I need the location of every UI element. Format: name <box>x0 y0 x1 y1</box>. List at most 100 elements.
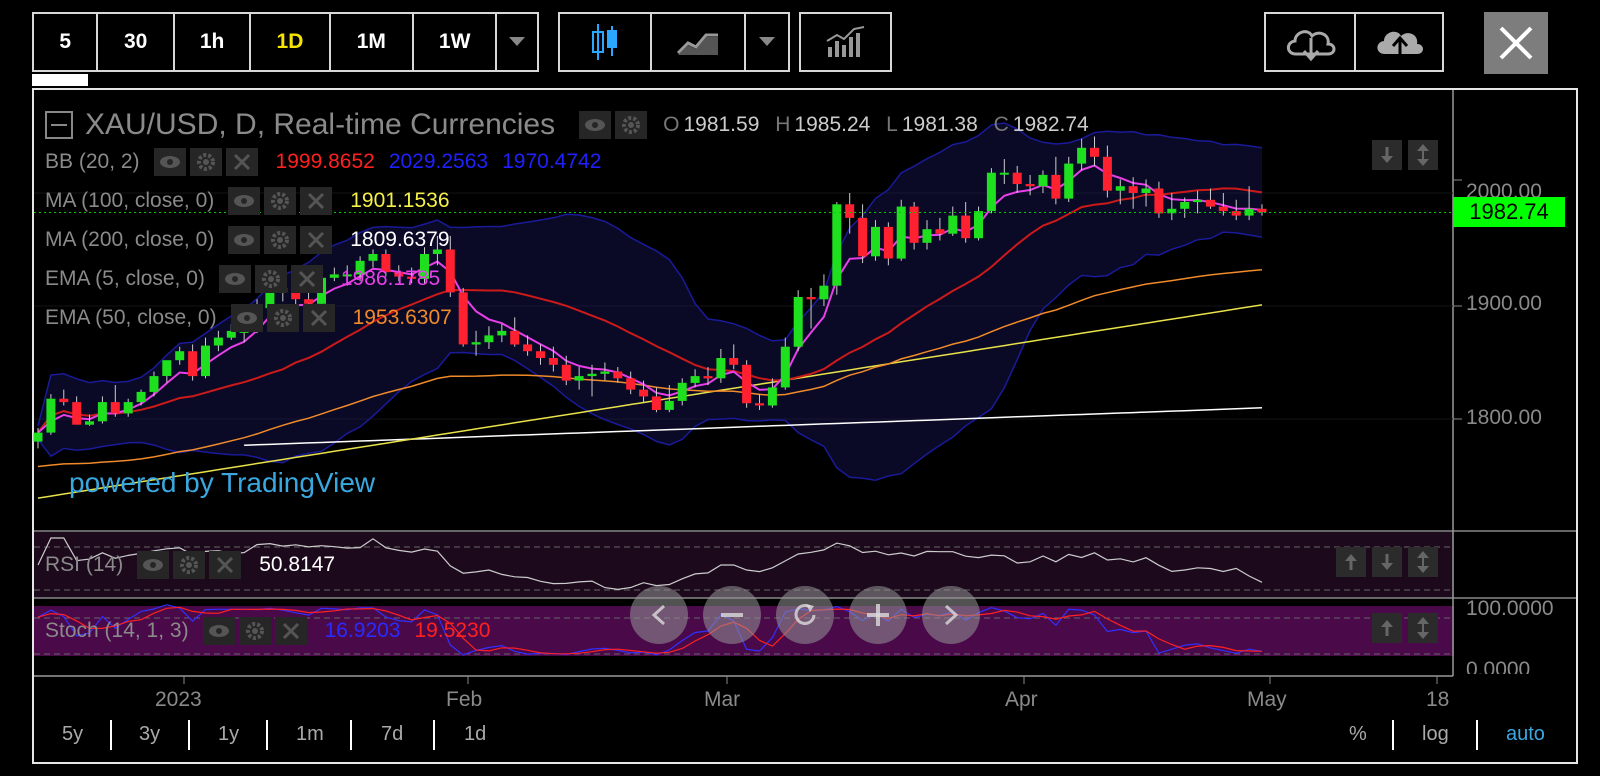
close-icon[interactable] <box>209 551 242 579</box>
candle-body <box>587 373 597 377</box>
interval-1w[interactable]: 1W <box>414 14 498 70</box>
eye-icon[interactable] <box>228 226 261 254</box>
stoch-k-value: 16.9203 <box>324 619 401 642</box>
save-chart-button[interactable] <box>1356 14 1442 70</box>
candle-body <box>291 292 301 300</box>
percent-scale-toggle[interactable]: % <box>1349 723 1367 745</box>
chevron-down-icon <box>759 37 775 46</box>
line-chart-button[interactable] <box>652 14 746 70</box>
candle-body <box>999 172 1009 175</box>
zoom-out-button[interactable] <box>703 586 761 644</box>
interval-dropdown[interactable] <box>497 14 537 70</box>
maximize-pane-button[interactable] <box>1408 613 1438 643</box>
candle-body <box>677 382 687 401</box>
scroll-right-button[interactable] <box>922 586 980 644</box>
scroll-left-button[interactable] <box>630 586 688 644</box>
gear-icon[interactable] <box>264 226 297 254</box>
time-axis-label: 2023 <box>155 688 202 711</box>
refresh-icon <box>794 604 816 625</box>
candle-body <box>922 229 932 243</box>
watermark: powered by TradingView <box>69 467 376 498</box>
close-icon[interactable] <box>300 187 333 215</box>
gear-icon[interactable] <box>254 265 287 293</box>
time-axis-label: Mar <box>704 688 741 711</box>
candle-body <box>1141 188 1151 193</box>
interval-1m[interactable]: 1M <box>331 14 414 70</box>
arrow-up-icon <box>1345 554 1357 570</box>
indicator-value: 2029.2563 <box>388 150 489 173</box>
close-icon[interactable] <box>290 265 323 293</box>
bb-basis-line <box>37 187 1263 434</box>
candle-body <box>1193 199 1203 203</box>
bollinger-band-fill <box>38 123 1262 481</box>
candles-button[interactable] <box>560 14 652 70</box>
close-button[interactable] <box>1484 12 1548 74</box>
range-1y[interactable]: 1y <box>218 723 240 745</box>
eye-icon[interactable] <box>137 551 170 579</box>
maximize-pane-button[interactable] <box>1408 140 1438 170</box>
interval-30[interactable]: 30 <box>98 14 175 70</box>
eye-icon[interactable] <box>228 187 261 215</box>
range-5y[interactable]: 5y <box>62 723 84 745</box>
divider <box>188 720 190 750</box>
gear-icon[interactable] <box>189 148 222 176</box>
indicators-button[interactable] <box>801 14 890 70</box>
move-pane-down-button[interactable] <box>1372 547 1402 577</box>
indicators-icon <box>825 26 864 57</box>
close-icon[interactable] <box>274 617 307 645</box>
candle-body <box>793 297 803 347</box>
candle-body <box>626 378 636 390</box>
move-pane-down-button[interactable] <box>1372 140 1402 170</box>
minus-icon <box>721 613 743 617</box>
eye-icon[interactable] <box>230 304 263 332</box>
interval-1h[interactable]: 1h <box>175 14 252 70</box>
close-icon <box>1499 26 1533 60</box>
indicator-name: BB (20, 2) <box>45 150 140 173</box>
load-chart-button[interactable] <box>1266 14 1356 70</box>
eye-icon[interactable] <box>579 111 612 139</box>
bb-lower-line <box>37 231 1263 481</box>
toolbar-collapse-handle[interactable] <box>32 74 88 86</box>
auto-scale-toggle[interactable]: auto <box>1506 723 1545 745</box>
range-3y[interactable]: 3y <box>139 723 161 745</box>
candle-body <box>690 376 700 383</box>
gear-icon[interactable] <box>615 111 648 139</box>
expand-vertical-icon <box>1417 551 1429 573</box>
gear-icon[interactable] <box>173 551 206 579</box>
range-7d[interactable]: 7d <box>381 723 404 745</box>
interval-5[interactable]: 5 <box>34 14 99 70</box>
indicator-row: EMA (5, close, 0) 1986.1785 <box>45 265 454 293</box>
close-icon[interactable] <box>300 226 333 254</box>
move-pane-up-button[interactable] <box>1372 613 1402 643</box>
maximize-pane-button[interactable] <box>1408 547 1438 577</box>
close-icon[interactable] <box>225 148 258 176</box>
rsi-pane-bg <box>34 532 1454 598</box>
range-1d[interactable]: 1d <box>464 723 487 745</box>
candle-body <box>1231 211 1241 216</box>
zoom-in-button[interactable] <box>849 586 907 644</box>
candle-body <box>1077 147 1087 164</box>
range-1m[interactable]: 1m <box>296 723 324 745</box>
reset-button[interactable] <box>776 586 834 644</box>
eye-icon[interactable] <box>218 265 251 293</box>
chart-type-dropdown[interactable] <box>746 14 788 70</box>
candle-body <box>1051 174 1061 199</box>
interval-1d[interactable]: 1D <box>251 14 331 70</box>
log-scale-toggle[interactable]: log <box>1422 723 1449 745</box>
candle-body <box>355 260 365 275</box>
candle-body <box>1218 206 1228 212</box>
gear-icon[interactable] <box>238 617 271 645</box>
move-pane-up-button[interactable] <box>1336 547 1366 577</box>
chart-container <box>32 88 1578 764</box>
candle-body <box>845 204 855 218</box>
candle-body <box>1128 186 1138 193</box>
eye-icon[interactable] <box>153 148 186 176</box>
arrow-up-icon <box>1381 620 1393 636</box>
gear-icon[interactable] <box>266 304 299 332</box>
eye-icon[interactable] <box>202 617 235 645</box>
gear-icon[interactable] <box>264 187 297 215</box>
close-icon[interactable] <box>302 304 335 332</box>
collapse-legend-icon[interactable] <box>45 111 73 139</box>
indicator-name: MA (100, close, 0) <box>45 189 215 212</box>
